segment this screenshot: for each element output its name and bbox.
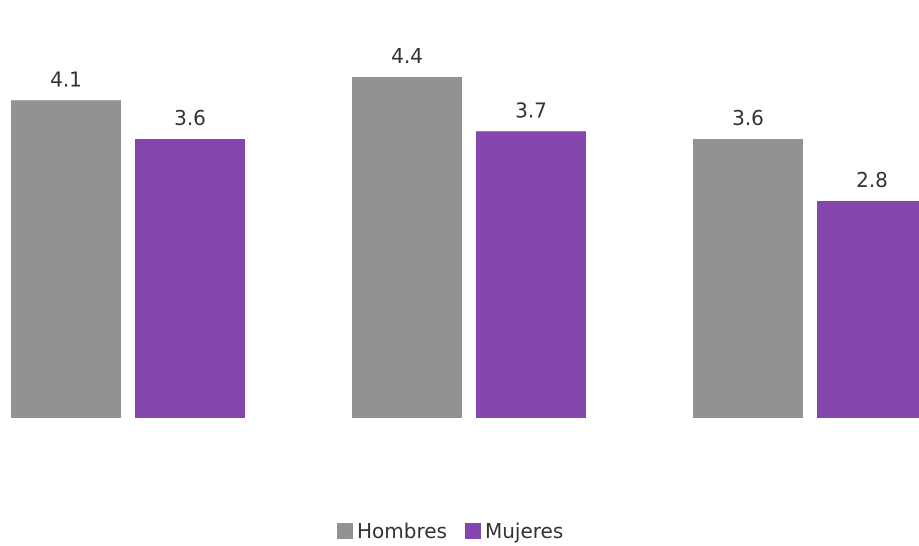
bar-mujeres-3 — [817, 201, 919, 418]
legend-label-hombres: Hombres — [357, 519, 447, 543]
bar-mujeres-1 — [135, 139, 245, 418]
legend-item-hombres: Hombres — [337, 519, 447, 543]
data-label-hombres-1: 4.1 — [50, 67, 82, 91]
legend-swatch-mujeres — [464, 523, 481, 539]
data-label-mujeres-2: 3.7 — [515, 98, 547, 122]
bar-mujeres-2 — [476, 131, 586, 418]
legend-item-mujeres: Mujeres — [464, 519, 564, 543]
bar-hombres-3 — [693, 139, 803, 418]
data-label-mujeres-3: 2.8 — [856, 168, 888, 192]
legend-label-mujeres: Mujeres — [484, 519, 564, 543]
data-label-mujeres-1: 3.6 — [174, 106, 206, 130]
legend-swatch-hombres — [337, 523, 353, 539]
data-label-hombres-2: 4.4 — [391, 44, 423, 68]
data-label-hombres-3: 3.6 — [732, 106, 764, 130]
chart-legend: Hombres Mujeres — [337, 519, 581, 543]
bar-hombres-2 — [352, 77, 462, 418]
bar-hombres-1 — [11, 100, 121, 418]
